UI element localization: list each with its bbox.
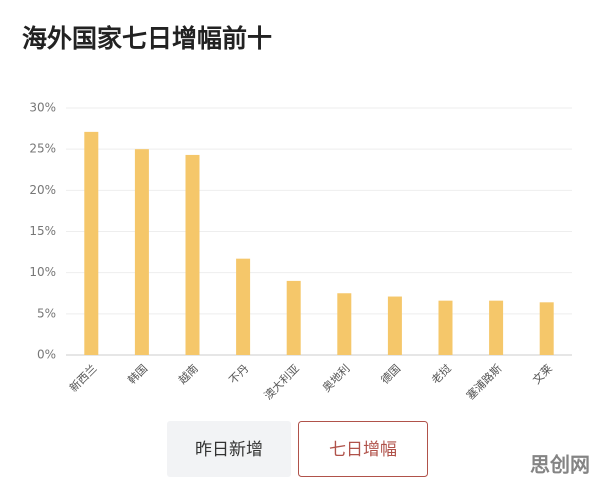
bar bbox=[185, 154, 200, 355]
bar bbox=[337, 293, 352, 355]
x-tick-label: 老挝 bbox=[428, 361, 453, 386]
x-tick-label: 塞浦路斯 bbox=[463, 361, 504, 402]
button-label[interactable]: 七日增幅 bbox=[329, 440, 397, 460]
y-tick-label: 25% bbox=[29, 142, 56, 156]
watermark: 思创网 bbox=[530, 453, 590, 477]
y-tick-label: 0% bbox=[37, 348, 56, 362]
x-tick-label: 越南 bbox=[175, 361, 200, 386]
bar bbox=[387, 296, 402, 355]
bar bbox=[438, 300, 453, 355]
button-selected[interactable] bbox=[298, 421, 428, 477]
bar bbox=[539, 302, 554, 355]
chart-title: 海外国家七日增幅前十 bbox=[22, 24, 272, 53]
x-tick-label: 文莱 bbox=[529, 361, 554, 386]
bar bbox=[236, 258, 251, 355]
y-tick-label: 15% bbox=[29, 224, 56, 238]
x-tick-label: 不丹 bbox=[227, 362, 252, 387]
x-tick-label: 澳大利亚 bbox=[261, 361, 302, 402]
button[interactable] bbox=[167, 421, 291, 477]
bar bbox=[134, 149, 149, 355]
bar bbox=[286, 280, 301, 355]
y-tick-label: 10% bbox=[29, 265, 56, 279]
y-tick-label: 20% bbox=[29, 183, 56, 197]
x-tick-label: 德国 bbox=[378, 361, 403, 386]
bar bbox=[489, 300, 504, 355]
x-tick-label: 韩国 bbox=[125, 361, 150, 386]
bar bbox=[84, 131, 99, 355]
y-tick-label: 30% bbox=[29, 101, 56, 115]
x-tick-label: 新西兰 bbox=[66, 361, 99, 394]
x-tick-label: 奥地利 bbox=[319, 361, 352, 394]
button-label[interactable]: 昨日新增 bbox=[195, 440, 263, 460]
y-tick-label: 5% bbox=[37, 306, 56, 320]
